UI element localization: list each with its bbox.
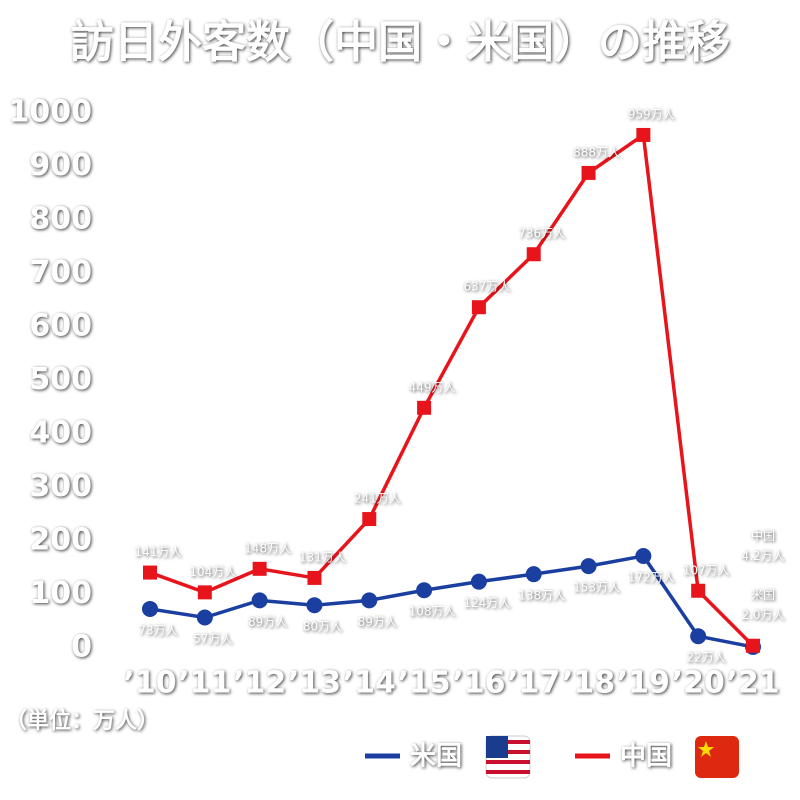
- data-label: 138万人: [518, 589, 565, 603]
- legend: 米国 中国: [365, 735, 739, 779]
- x-tick-label: ’18: [562, 666, 615, 701]
- marker: [580, 558, 597, 575]
- marker: [143, 565, 157, 580]
- y-tick-label: 200: [29, 523, 92, 558]
- data-label: 108万人: [409, 605, 456, 619]
- marker: [307, 570, 322, 585]
- data-label: 73万人: [138, 623, 177, 637]
- marker: [142, 600, 158, 617]
- series-line: [149, 131, 755, 647]
- marker: [361, 592, 378, 609]
- data-label: 80万人: [303, 620, 342, 634]
- marker: [362, 512, 377, 527]
- marker: [252, 561, 267, 576]
- marker: [471, 300, 486, 315]
- y-tick-label: 800: [29, 202, 92, 237]
- y-tick-label: 700: [29, 255, 92, 290]
- y-tick-label: 1000: [9, 95, 93, 130]
- data-label: 107万人: [683, 563, 730, 577]
- data-label: 中国 4.2万人: [741, 527, 784, 562]
- data-label: 148万人: [244, 541, 291, 555]
- marker: [525, 566, 542, 583]
- chart-title: 訪日外客数（中国・米国）の推移: [70, 17, 730, 68]
- marker: [196, 609, 213, 626]
- x-tick-label: ’14: [343, 666, 396, 701]
- y-tick-label: 300: [29, 469, 92, 504]
- us-flag: [485, 735, 531, 779]
- x-tick-label: ’11: [178, 666, 231, 701]
- data-label: 22万人: [687, 651, 726, 665]
- data-label: 124万人: [463, 596, 510, 610]
- data-label: 米国 2.0万人: [741, 587, 784, 621]
- x-tick-label: ’21: [726, 666, 779, 701]
- marker: [416, 582, 433, 599]
- data-label: 141万人: [135, 545, 182, 559]
- legend-label: 中国: [620, 742, 672, 772]
- x-tick-label: ’12: [233, 666, 286, 701]
- data-label: 449万人: [409, 380, 456, 394]
- marker: [470, 573, 487, 590]
- data-label: 89万人: [358, 615, 397, 629]
- legend-label: 米国: [410, 742, 462, 772]
- x-tick-label: ’15: [398, 666, 451, 701]
- x-tick-label: ’20: [672, 666, 725, 701]
- cn-flag: [695, 736, 739, 778]
- marker: [635, 547, 652, 564]
- data-label: 736万人: [518, 227, 565, 241]
- marker: [306, 597, 323, 614]
- x-tick-label: ’16: [452, 666, 505, 701]
- y-tick-label: 900: [29, 148, 92, 183]
- marker: [746, 638, 760, 653]
- series-line: [149, 554, 754, 649]
- data-label: 959万人: [628, 107, 675, 121]
- data-label: 89万人: [248, 615, 287, 629]
- marker: [690, 628, 707, 645]
- y-tick-label: 400: [29, 416, 92, 451]
- data-label: 153万人: [573, 581, 620, 595]
- data-label: 131万人: [299, 550, 346, 564]
- data-label: 104万人: [189, 565, 236, 579]
- x-tick-label: ’17: [507, 666, 560, 701]
- marker: [251, 592, 268, 609]
- data-label: 888万人: [573, 145, 620, 159]
- marker: [581, 165, 596, 180]
- marker: [526, 247, 541, 262]
- x-tick-label: ’13: [288, 666, 341, 701]
- unit-note: （単位：万人）: [5, 708, 159, 734]
- x-tick-label: ’19: [617, 666, 670, 701]
- y-tick-label: 500: [29, 362, 92, 397]
- y-tick-label: 100: [29, 576, 92, 611]
- marker: [417, 400, 432, 415]
- x-tick-label: ’10: [123, 666, 176, 701]
- marker: [691, 583, 706, 598]
- data-label: 172万人: [628, 570, 675, 584]
- marker: [636, 127, 651, 142]
- data-label: 57万人: [193, 632, 232, 646]
- marker: [197, 585, 212, 600]
- y-tick-label: 600: [29, 309, 92, 344]
- data-label: 637万人: [463, 280, 510, 294]
- y-tick-label: 0: [71, 630, 92, 665]
- data-label: 241万人: [354, 492, 401, 506]
